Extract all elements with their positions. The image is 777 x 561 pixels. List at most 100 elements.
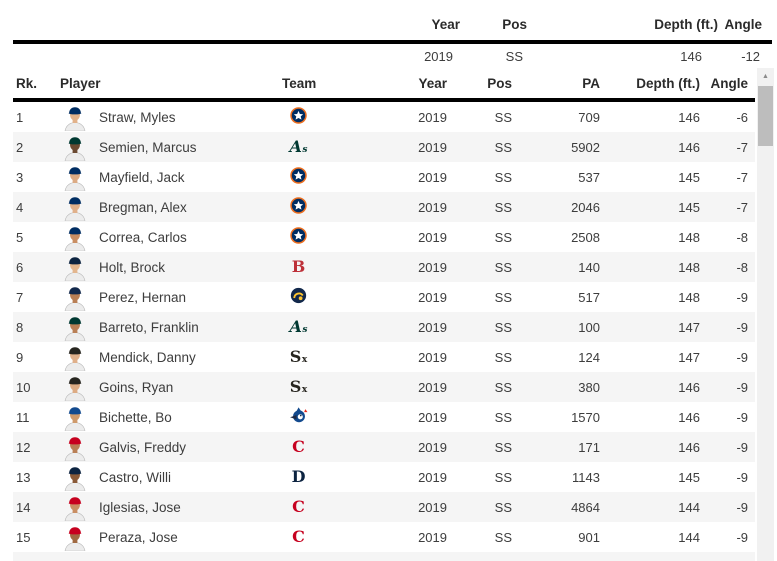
year-cell: 2019 — [418, 229, 447, 245]
angle-cell: -8 — [736, 229, 748, 245]
year-cell: 2019 — [418, 289, 447, 305]
column-header-player[interactable]: Player — [60, 75, 101, 91]
rank-cell: 4 — [16, 199, 24, 215]
det-team-logo-icon: D — [291, 467, 306, 486]
pa-cell: 140 — [578, 259, 600, 275]
player-name[interactable]: Semien, Marcus — [99, 139, 197, 155]
pa-cell: 517 — [578, 289, 600, 305]
angle-cell: -7 — [736, 169, 748, 185]
hou-team-logo-icon — [290, 107, 307, 127]
player-cell: Mayfield, Jack — [55, 162, 282, 192]
pos-cell: SS — [494, 229, 512, 245]
rank-cell: 7 — [16, 289, 24, 305]
rank-cell: 8 — [16, 319, 24, 335]
depth-cell: 146 — [678, 439, 700, 455]
year-cell: 2019 — [418, 199, 447, 215]
year-cell: 2019 — [418, 139, 447, 155]
angle-cell: -9 — [736, 529, 748, 545]
angle-cell: -9 — [736, 289, 748, 305]
tor-team-logo-icon — [289, 407, 309, 427]
scrollbar-up-icon[interactable]: ▲ — [762, 73, 769, 80]
pos-cell: SS — [494, 169, 512, 185]
player-name[interactable]: Straw, Myles — [99, 109, 176, 125]
table-row: 13 Castro, Willi D 2019 SS 1143 145 -9 — [13, 462, 755, 492]
vertical-scrollbar[interactable]: ▲ — [757, 68, 774, 561]
year-cell: 2019 — [418, 109, 447, 125]
column-header-rank[interactable]: Rk. — [16, 75, 38, 91]
player-cell: Holt, Brock — [55, 252, 282, 282]
table-body: 1 Straw, Myles 2019 SS 709 146 -6 2 Semi… — [0, 102, 777, 561]
team-cell: C — [282, 492, 325, 522]
pa-cell: 5902 — [571, 139, 600, 155]
player-name[interactable]: Mendick, Danny — [99, 349, 196, 365]
pa-cell: 537 — [578, 169, 600, 185]
player-avatar — [63, 164, 87, 191]
player-name[interactable]: Perez, Hernan — [99, 289, 187, 305]
player-avatar — [63, 104, 87, 131]
player-cell: Iglesias, Jose — [55, 492, 282, 522]
rank-cell: 1 — [16, 109, 24, 125]
depth-cell: 147 — [678, 349, 700, 365]
depth-cell: 148 — [678, 259, 700, 275]
player-name[interactable]: Iglesias, Jose — [99, 499, 181, 515]
year-cell: 2019 — [418, 349, 447, 365]
column-header-team[interactable]: Team — [282, 75, 317, 91]
depth-cell: 148 — [678, 289, 700, 305]
column-header-pa[interactable]: PA — [582, 75, 600, 91]
player-name[interactable]: Mayfield, Jack — [99, 169, 185, 185]
angle-cell: -9 — [736, 499, 748, 515]
rank-cell: 6 — [16, 259, 24, 275]
table-row: 14 Iglesias, Jose C 2019 SS 4864 144 -9 — [13, 492, 755, 522]
angle-cell: -9 — [736, 469, 748, 485]
scrollbar-thumb[interactable] — [758, 86, 773, 146]
pa-cell: 709 — [578, 109, 600, 125]
depth-cell: 146 — [678, 409, 700, 425]
angle-cell: -9 — [736, 319, 748, 335]
player-name[interactable]: Barreto, Franklin — [99, 319, 199, 335]
table-row: 1 Straw, Myles 2019 SS 709 146 -6 — [13, 102, 755, 132]
player-name[interactable]: Peraza, Jose — [99, 529, 178, 545]
column-header-depth[interactable]: Depth (ft.) — [636, 75, 700, 91]
player-name[interactable]: Correa, Carlos — [99, 229, 187, 245]
pos-cell: SS — [494, 199, 512, 215]
column-header-pos[interactable]: Pos — [487, 75, 512, 91]
player-avatar — [63, 434, 87, 461]
year-cell: 2019 — [418, 169, 447, 185]
player-name[interactable]: Bregman, Alex — [99, 199, 187, 215]
team-cell — [282, 402, 325, 432]
angle-cell: -9 — [736, 349, 748, 365]
team-cell: C — [282, 522, 325, 552]
year-cell: 2019 — [418, 499, 447, 515]
player-name[interactable]: Goins, Ryan — [99, 379, 174, 395]
player-name[interactable]: Castro, Willi — [99, 469, 172, 485]
player-avatar — [63, 404, 87, 431]
depth-cell: 146 — [678, 379, 700, 395]
player-avatar — [63, 194, 87, 221]
depth-cell: 144 — [678, 529, 700, 545]
team-cell — [282, 282, 325, 312]
year-cell: 2019 — [418, 439, 447, 455]
player-name[interactable]: Galvis, Freddy — [99, 439, 187, 455]
column-header-angle[interactable]: Angle — [710, 75, 748, 91]
year-cell: 2019 — [418, 379, 447, 395]
table-row: 4 Bregman, Alex 2019 SS 2046 145 -7 — [13, 192, 755, 222]
player-avatar — [63, 284, 87, 311]
column-header-year[interactable]: Year — [418, 75, 447, 91]
table-row: 11 Bichette, Bo 2019 SS 1570 146 -9 — [13, 402, 755, 432]
pos-cell: SS — [494, 139, 512, 155]
pa-cell: 2508 — [571, 229, 600, 245]
player-name[interactable]: Holt, Brock — [99, 259, 166, 275]
hou-team-logo-icon — [290, 167, 307, 187]
pa-cell: 901 — [578, 529, 600, 545]
player-avatar — [63, 524, 87, 551]
rank-cell: 2 — [16, 139, 24, 155]
pa-cell: 1143 — [572, 469, 600, 485]
table-row: 3 Mayfield, Jack 2019 SS 537 145 -7 — [13, 162, 755, 192]
player-name[interactable]: Bichette, Bo — [99, 409, 172, 425]
year-cell: 2019 — [418, 259, 447, 275]
player-avatar — [63, 224, 87, 251]
